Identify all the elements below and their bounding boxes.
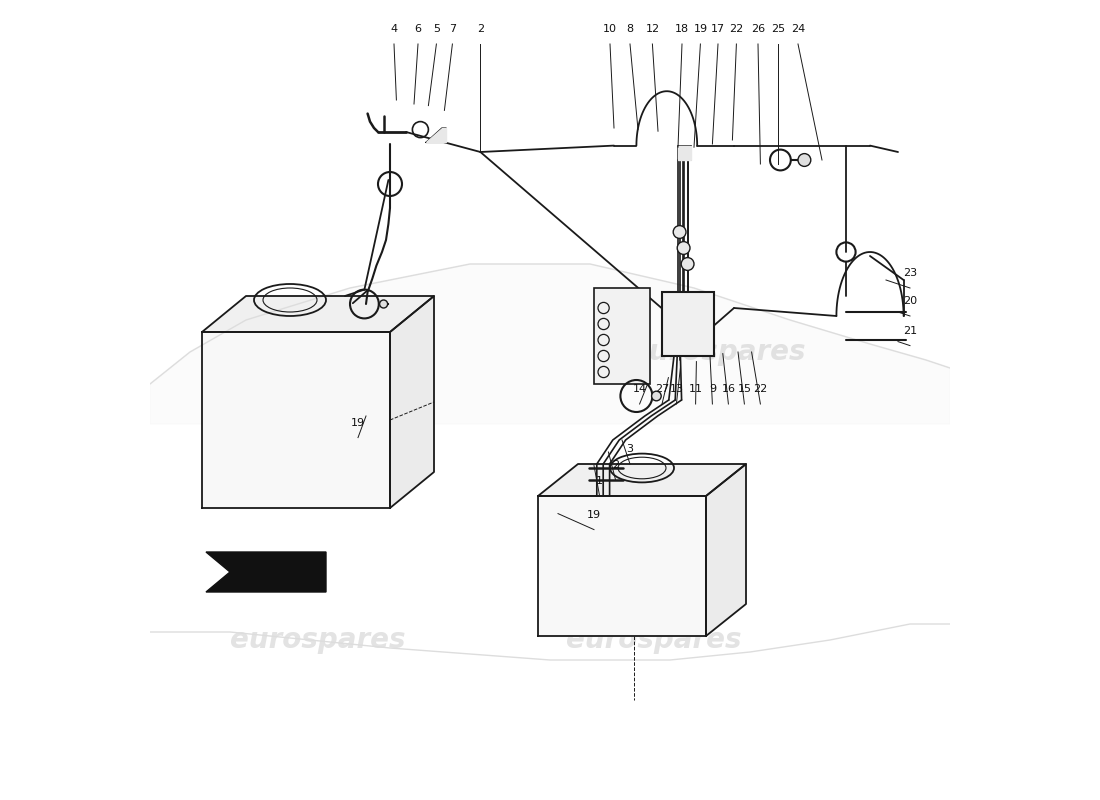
Polygon shape xyxy=(538,464,746,496)
Text: 19: 19 xyxy=(693,24,707,34)
Text: 4: 4 xyxy=(390,24,397,34)
Text: 20: 20 xyxy=(903,296,917,306)
Text: 13: 13 xyxy=(670,384,683,394)
Text: 6: 6 xyxy=(415,24,421,34)
Text: 16: 16 xyxy=(722,384,736,394)
Text: 7: 7 xyxy=(449,24,456,34)
Text: eurospares: eurospares xyxy=(230,626,406,654)
Polygon shape xyxy=(706,464,746,636)
Circle shape xyxy=(678,242,690,254)
Text: 19: 19 xyxy=(351,418,365,428)
Circle shape xyxy=(651,391,661,401)
Text: 23: 23 xyxy=(903,268,917,278)
FancyBboxPatch shape xyxy=(594,288,650,384)
Polygon shape xyxy=(426,128,446,142)
Text: 9: 9 xyxy=(708,384,716,394)
Text: eurospares: eurospares xyxy=(630,338,805,366)
Text: 12: 12 xyxy=(646,24,660,34)
Text: 18: 18 xyxy=(675,24,689,34)
Polygon shape xyxy=(206,552,326,592)
Text: 27: 27 xyxy=(654,384,669,394)
Text: 19: 19 xyxy=(587,510,601,520)
Text: 5: 5 xyxy=(433,24,440,34)
Text: 14: 14 xyxy=(632,384,647,394)
Text: eurospares: eurospares xyxy=(566,626,741,654)
Text: 2: 2 xyxy=(612,460,619,470)
Polygon shape xyxy=(150,264,950,424)
Text: 17: 17 xyxy=(711,24,725,34)
Polygon shape xyxy=(538,496,706,636)
Polygon shape xyxy=(678,146,691,160)
Text: 10: 10 xyxy=(603,24,617,34)
Text: 3: 3 xyxy=(627,444,634,454)
Text: eurospares: eurospares xyxy=(230,338,406,366)
Text: 25: 25 xyxy=(771,24,785,34)
Circle shape xyxy=(673,226,686,238)
Polygon shape xyxy=(390,296,435,508)
Circle shape xyxy=(379,300,387,308)
Text: 26: 26 xyxy=(751,24,766,34)
Polygon shape xyxy=(202,332,390,508)
Polygon shape xyxy=(202,296,434,332)
Text: 1: 1 xyxy=(596,476,603,486)
Text: 21: 21 xyxy=(903,326,917,336)
Text: 24: 24 xyxy=(791,24,805,34)
Text: 2: 2 xyxy=(476,24,484,34)
Circle shape xyxy=(681,258,694,270)
Circle shape xyxy=(798,154,811,166)
Text: 15: 15 xyxy=(737,384,751,394)
Text: 22: 22 xyxy=(729,24,744,34)
Text: 11: 11 xyxy=(689,384,703,394)
Text: 22: 22 xyxy=(754,384,768,394)
FancyBboxPatch shape xyxy=(662,292,714,356)
Text: 8: 8 xyxy=(626,24,634,34)
